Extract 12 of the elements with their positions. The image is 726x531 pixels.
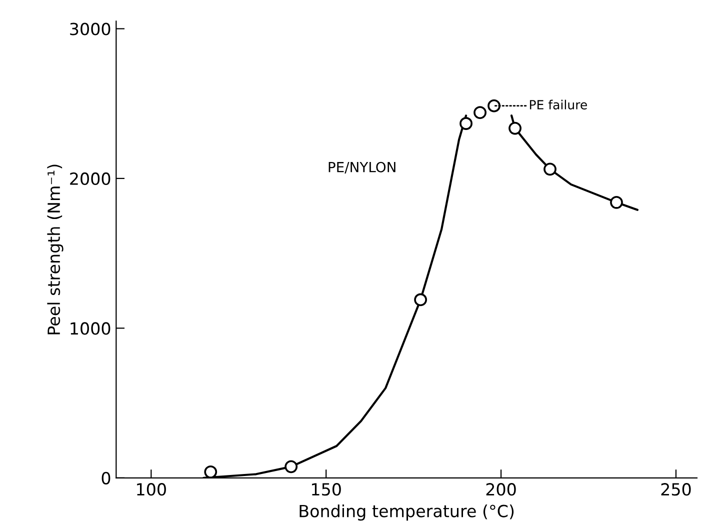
x-tick-label: 100 — [137, 483, 166, 496]
y-tick-label: 2000 — [70, 172, 110, 186]
x-tick-label: 250 — [661, 483, 691, 496]
annotation: PE failure — [530, 100, 587, 110]
y-tick-label: 0 — [102, 472, 110, 484]
x-axis-title: Bonding temperature (°C) — [300, 504, 514, 521]
y-tick-label: 1000 — [70, 322, 110, 335]
x-tick-label: 150 — [312, 483, 341, 496]
text: PE/NYLON — [328, 162, 396, 174]
x-tick-label: 200 — [486, 483, 516, 496]
y-tick-label: 3000 — [70, 22, 110, 36]
y-axis-title: Peel strength (Nm⁻¹) — [47, 164, 64, 334]
